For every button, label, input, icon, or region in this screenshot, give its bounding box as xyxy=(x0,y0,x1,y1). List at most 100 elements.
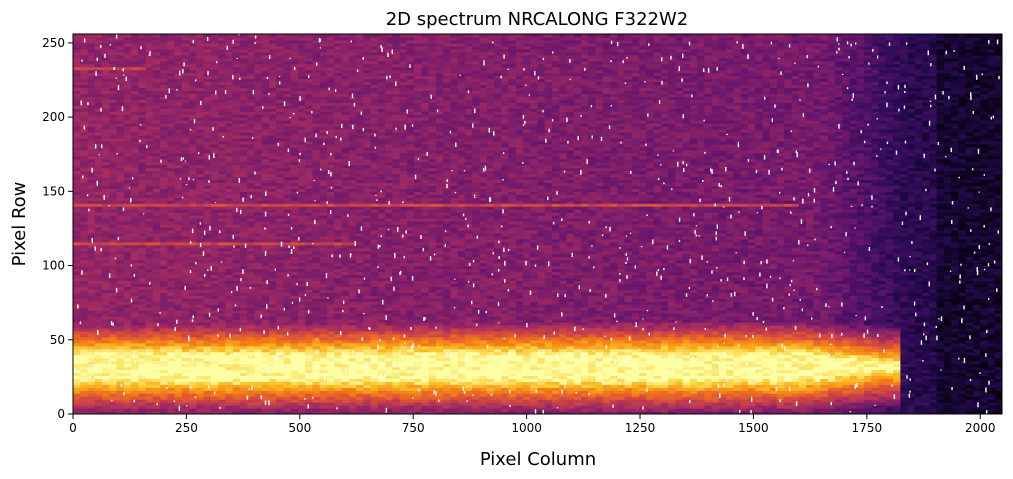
heatmap-cell xyxy=(87,259,96,264)
heatmap-cell xyxy=(80,111,89,115)
heatmap-cell xyxy=(160,221,168,225)
heatmap-cell xyxy=(160,102,168,106)
heatmap-cell xyxy=(167,339,176,344)
heatmap-cell xyxy=(131,90,139,94)
heatmap-cell xyxy=(109,203,118,207)
heatmap-cell xyxy=(167,226,176,231)
heatmap-cell xyxy=(152,203,161,207)
heatmap-cell xyxy=(80,137,89,142)
heatmap-cell xyxy=(87,131,96,136)
heatmap-cell xyxy=(138,327,147,332)
heatmap-cell xyxy=(167,336,176,341)
heatmap-cell xyxy=(145,333,154,338)
heatmap-cell xyxy=(87,399,96,403)
heatmap-cell xyxy=(131,411,139,414)
heatmap-cell xyxy=(138,182,147,187)
heatmap-cell xyxy=(174,330,183,335)
heatmap-cell xyxy=(109,357,118,362)
heatmap-cell xyxy=(116,152,125,157)
heatmap-cell xyxy=(94,256,103,261)
heatmap-cell xyxy=(145,354,154,359)
heatmap-cell xyxy=(160,333,168,338)
heatmap-cell xyxy=(109,241,118,246)
heatmap-cell xyxy=(138,209,147,213)
heatmap-cell xyxy=(152,330,161,335)
heatmap-cell xyxy=(123,164,132,169)
heatmap-cell xyxy=(109,182,118,187)
heatmap-cell xyxy=(109,60,118,65)
heatmap-cell xyxy=(109,197,118,201)
heatmap-cell xyxy=(123,158,132,163)
heatmap-cell xyxy=(123,348,132,353)
heatmap-cell xyxy=(160,63,168,68)
heatmap-cell xyxy=(80,316,89,320)
heatmap-cell xyxy=(160,250,168,255)
heatmap-cell xyxy=(94,164,103,169)
heatmap-cell xyxy=(116,173,125,178)
heatmap-cell xyxy=(152,39,161,44)
heatmap-cell xyxy=(80,363,89,368)
heatmap-cell xyxy=(116,229,125,234)
heatmap-cell xyxy=(160,402,168,406)
heatmap-cell xyxy=(94,69,103,74)
heatmap-cell xyxy=(87,301,96,305)
heatmap-cell xyxy=(80,194,89,198)
heatmap-cell xyxy=(94,238,103,243)
heatmap-cell xyxy=(116,203,125,207)
heatmap-cell xyxy=(116,215,125,219)
heatmap-cell xyxy=(80,393,89,397)
heatmap-cell xyxy=(109,354,118,359)
heatmap-cell xyxy=(116,69,125,74)
heatmap-cell xyxy=(167,96,176,100)
heatmap-cell xyxy=(138,42,147,47)
heatmap-cell xyxy=(87,34,96,38)
heatmap-cell xyxy=(152,381,161,385)
heatmap-cell xyxy=(94,277,103,282)
heatmap-cell xyxy=(109,390,118,394)
heatmap-cell xyxy=(109,274,118,279)
heatmap-cell xyxy=(167,176,176,181)
heatmap-cell xyxy=(109,298,118,302)
heatmap-cell xyxy=(116,369,125,374)
heatmap-cell xyxy=(94,81,103,86)
heatmap-cell xyxy=(116,105,125,109)
heatmap-cell xyxy=(80,167,89,172)
heatmap-cell xyxy=(109,411,118,414)
heatmap-cell xyxy=(131,57,139,62)
heatmap-cell xyxy=(116,271,125,276)
heatmap-cell xyxy=(94,200,103,204)
heatmap-cell xyxy=(94,250,103,255)
heatmap-cell xyxy=(123,375,132,379)
heatmap-cell xyxy=(102,345,110,350)
heatmap-cell xyxy=(94,108,103,112)
heatmap-cell xyxy=(152,129,161,133)
heatmap-cell xyxy=(181,34,190,38)
heatmap-cell xyxy=(167,363,176,368)
heatmap-cell xyxy=(102,224,110,228)
heatmap-cell xyxy=(87,286,96,290)
heatmap-cell xyxy=(80,241,89,246)
heatmap-cell xyxy=(145,170,154,175)
heatmap-cell xyxy=(94,310,103,314)
heatmap-cell xyxy=(94,146,103,151)
heatmap-cell xyxy=(152,354,161,359)
heatmap-cell xyxy=(131,354,139,359)
heatmap-cell xyxy=(131,99,139,103)
heatmap-cell xyxy=(152,209,161,213)
heatmap-cell xyxy=(87,229,96,234)
heatmap-cell xyxy=(94,126,103,130)
heatmap-cell xyxy=(167,313,176,317)
heatmap-cell xyxy=(138,170,147,175)
heatmap-cell xyxy=(138,51,147,56)
heatmap-cell xyxy=(138,396,147,400)
heatmap-cell xyxy=(116,188,125,192)
heatmap-cell xyxy=(138,191,147,195)
heatmap-cell xyxy=(80,229,89,234)
heatmap-cell xyxy=(145,402,154,406)
heatmap-cell xyxy=(138,176,147,181)
heatmap-cell xyxy=(94,402,103,406)
heatmap-cell xyxy=(102,81,110,86)
heatmap-cell xyxy=(174,324,183,329)
heatmap-cell xyxy=(80,93,89,97)
heatmap-cell xyxy=(145,129,154,133)
